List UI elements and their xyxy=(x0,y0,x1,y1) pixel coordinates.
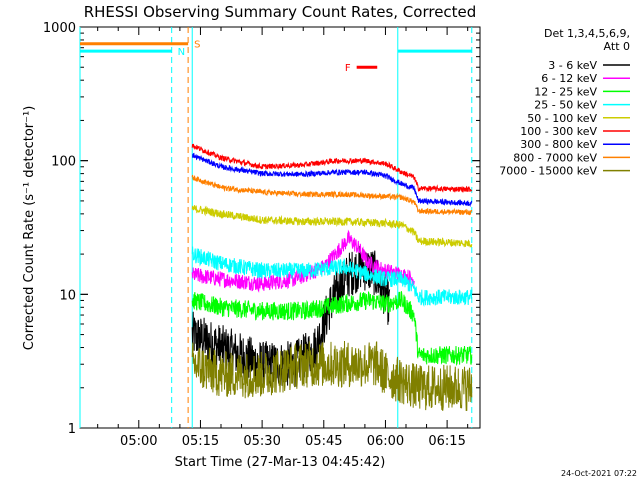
flag-label: F xyxy=(345,63,351,74)
series-line xyxy=(191,174,473,216)
chart-title: RHESSI Observing Summary Count Rates, Co… xyxy=(84,3,477,21)
legend-label: 25 - 50 keV xyxy=(534,99,597,112)
series-line xyxy=(191,290,473,367)
legend-header-line-1: Det 1,3,4,5,6,9, xyxy=(544,27,630,40)
flag-label: N xyxy=(178,47,185,58)
series-line xyxy=(191,246,473,307)
legend-label: 50 - 100 keV xyxy=(527,112,597,125)
y-tick-label: 100 xyxy=(51,155,76,170)
legend-label: 6 - 12 keV xyxy=(541,72,597,85)
timestamp: 24-Oct-2021 07:22 xyxy=(561,469,637,478)
y-axis-label: Corrected Count Rate (s⁻¹ detector⁻¹) xyxy=(22,106,37,351)
series-line xyxy=(191,143,473,194)
x-tick-label: 05:45 xyxy=(305,434,342,449)
x-tick-label: 06:15 xyxy=(428,434,465,449)
y-tick-label: 10 xyxy=(59,288,76,303)
x-tick-label: 05:15 xyxy=(182,434,219,449)
legend-label: 12 - 25 keV xyxy=(534,85,597,98)
x-axis-label: Start Time (27-Mar-13 04:45:42) xyxy=(175,455,386,470)
plot-area: 1 10 100 1000 05:00 05:15 05:30 05:45 06:00 06:15… xyxy=(43,21,481,449)
x-tick-label: 05:30 xyxy=(243,434,280,449)
series-line xyxy=(191,205,473,248)
series-line xyxy=(191,245,391,387)
legend-label: 800 - 7000 keV xyxy=(513,151,597,164)
legend-label: 7000 - 15000 keV xyxy=(499,165,597,178)
legend-label: 300 - 800 keV xyxy=(520,138,597,151)
series-line xyxy=(191,340,473,412)
legend-header-line-2: Att 0 xyxy=(604,40,630,53)
legend-label: 3 - 6 keV xyxy=(548,59,597,72)
flag-label: S xyxy=(194,40,200,51)
y-tick-label: 1000 xyxy=(43,21,76,36)
x-tick-label: 06:00 xyxy=(367,434,404,449)
y-tick-label: 1 xyxy=(68,422,76,437)
legend-label: 100 - 300 keV xyxy=(520,125,597,138)
x-tick-label: 05:00 xyxy=(120,434,157,449)
series-line xyxy=(192,152,473,208)
